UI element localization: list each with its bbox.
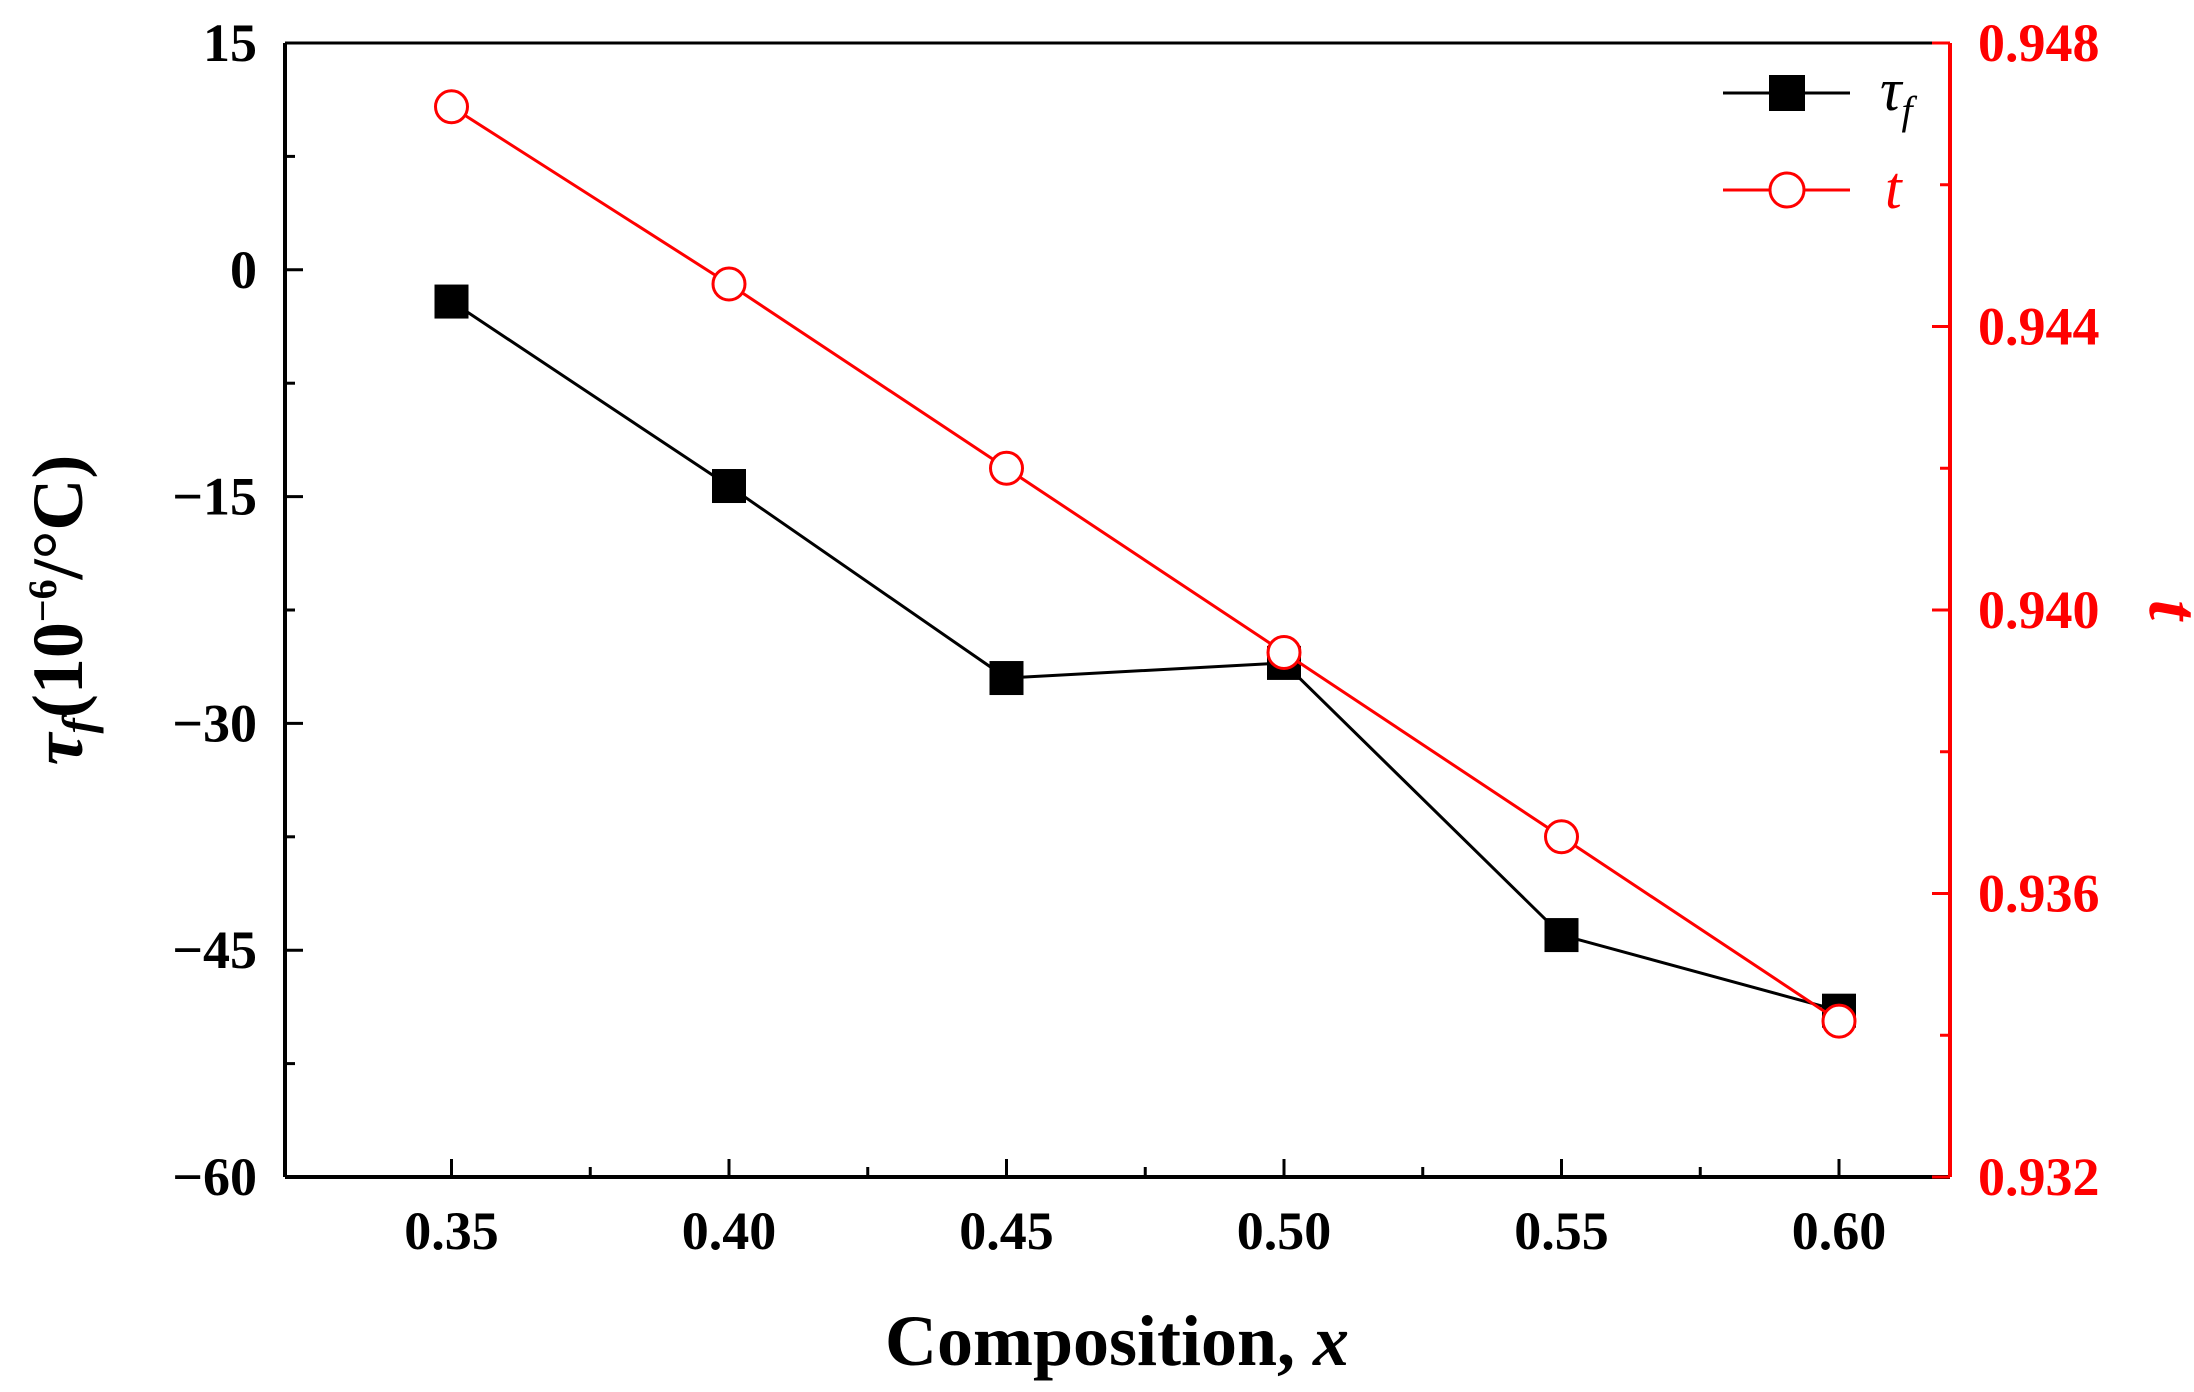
x-tick-label: 0.35 xyxy=(404,1201,499,1261)
left-y-axis-title-text: (10 xyxy=(18,622,98,718)
data-point-t xyxy=(1266,635,1302,671)
data-point-t xyxy=(434,89,469,125)
data-point-t xyxy=(1544,819,1579,855)
right-y-tick-label: 0.940 xyxy=(1978,580,2100,640)
legend-marker-tau-f xyxy=(1769,75,1805,111)
right-y-tick-label: 0.948 xyxy=(1978,13,2100,73)
left-y-tick-label: −60 xyxy=(172,1147,257,1207)
left-y-tick-label: 0 xyxy=(230,240,257,300)
data-point-t xyxy=(1821,1003,1857,1039)
left-y-tick-label: −45 xyxy=(172,920,257,980)
data-point-tau-f xyxy=(989,661,1024,696)
series-line-tau-f xyxy=(450,300,1840,1013)
left-y-tick-label: −30 xyxy=(172,693,257,753)
x-axis-title-variable: x xyxy=(1312,1301,1349,1381)
left-y-tick-label: −15 xyxy=(172,467,257,527)
left-y-tick-label: 15 xyxy=(203,13,257,73)
left-y-axis-title-symbol: τ xyxy=(18,731,98,765)
data-point-tau-f xyxy=(434,284,469,319)
x-tick-label: 0.45 xyxy=(959,1201,1054,1261)
right-y-tick-label: 0.936 xyxy=(1978,864,2100,924)
legend-label-tau-f-symbol: τ xyxy=(1880,57,1904,123)
data-point-tau-f xyxy=(712,469,746,504)
legend-marker-t xyxy=(1768,171,1806,209)
series-line-t xyxy=(450,105,1840,1023)
right-y-axis-title: t xyxy=(2134,600,2194,622)
right-y-tick-label: 0.944 xyxy=(1978,297,2100,357)
x-axis-title: Composition, x xyxy=(885,1301,1349,1381)
x-axis-title-prefix: Composition, xyxy=(885,1301,1313,1381)
legend-label-tau-f-subscript: f xyxy=(1901,88,1917,133)
left-y-axis-title-unit: /°C) xyxy=(18,455,98,581)
x-tick-label: 0.40 xyxy=(682,1201,777,1261)
x-tick-label: 0.60 xyxy=(1792,1201,1887,1261)
left-y-axis-title-subscript: f xyxy=(53,713,104,733)
data-point-t xyxy=(711,266,747,302)
x-tick-label: 0.55 xyxy=(1514,1201,1609,1261)
data-point-t xyxy=(989,450,1024,486)
left-y-axis-title-superscript: −6 xyxy=(20,579,65,622)
legend-label-t: t xyxy=(1885,155,1903,221)
legend-label-tau-f: τf xyxy=(1880,57,1917,133)
data-point-tau-f xyxy=(1544,918,1579,953)
x-tick-label: 0.50 xyxy=(1237,1201,1332,1261)
legend: τf t xyxy=(1723,57,1917,221)
right-y-tick-label: 0.932 xyxy=(1978,1147,2100,1207)
left-y-axis-title: τf(10−6/°C) xyxy=(18,455,104,766)
